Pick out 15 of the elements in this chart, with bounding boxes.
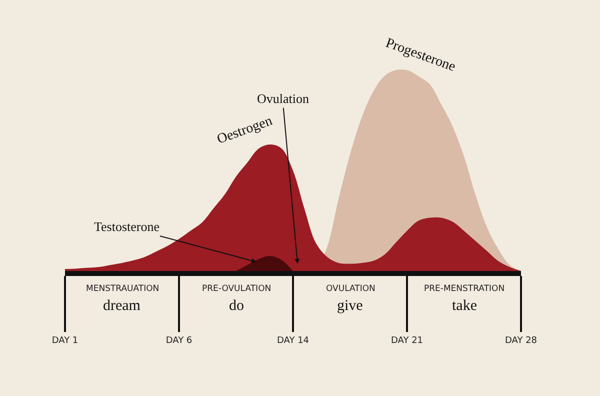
x-tick-label: DAY 28 bbox=[504, 336, 538, 346]
text: PRE-OVULATION bbox=[202, 284, 272, 294]
text: Testosterone bbox=[94, 219, 160, 234]
text: PRE-MENSTRATION bbox=[424, 284, 505, 294]
x-tick-label: DAY 6 bbox=[166, 336, 192, 346]
text: OVULATION bbox=[326, 284, 376, 294]
x-tick-label: DAY 21 bbox=[390, 336, 424, 346]
text: take bbox=[452, 298, 478, 314]
text: dream bbox=[103, 298, 141, 314]
annotation: Ovulation bbox=[257, 91, 310, 106]
text: do bbox=[229, 298, 244, 314]
text: give bbox=[337, 298, 364, 314]
x-tick-label: DAY 14 bbox=[276, 336, 310, 346]
text: MENSTRAUATION bbox=[86, 284, 160, 294]
x-tick-label: DAY 1 bbox=[52, 336, 78, 346]
